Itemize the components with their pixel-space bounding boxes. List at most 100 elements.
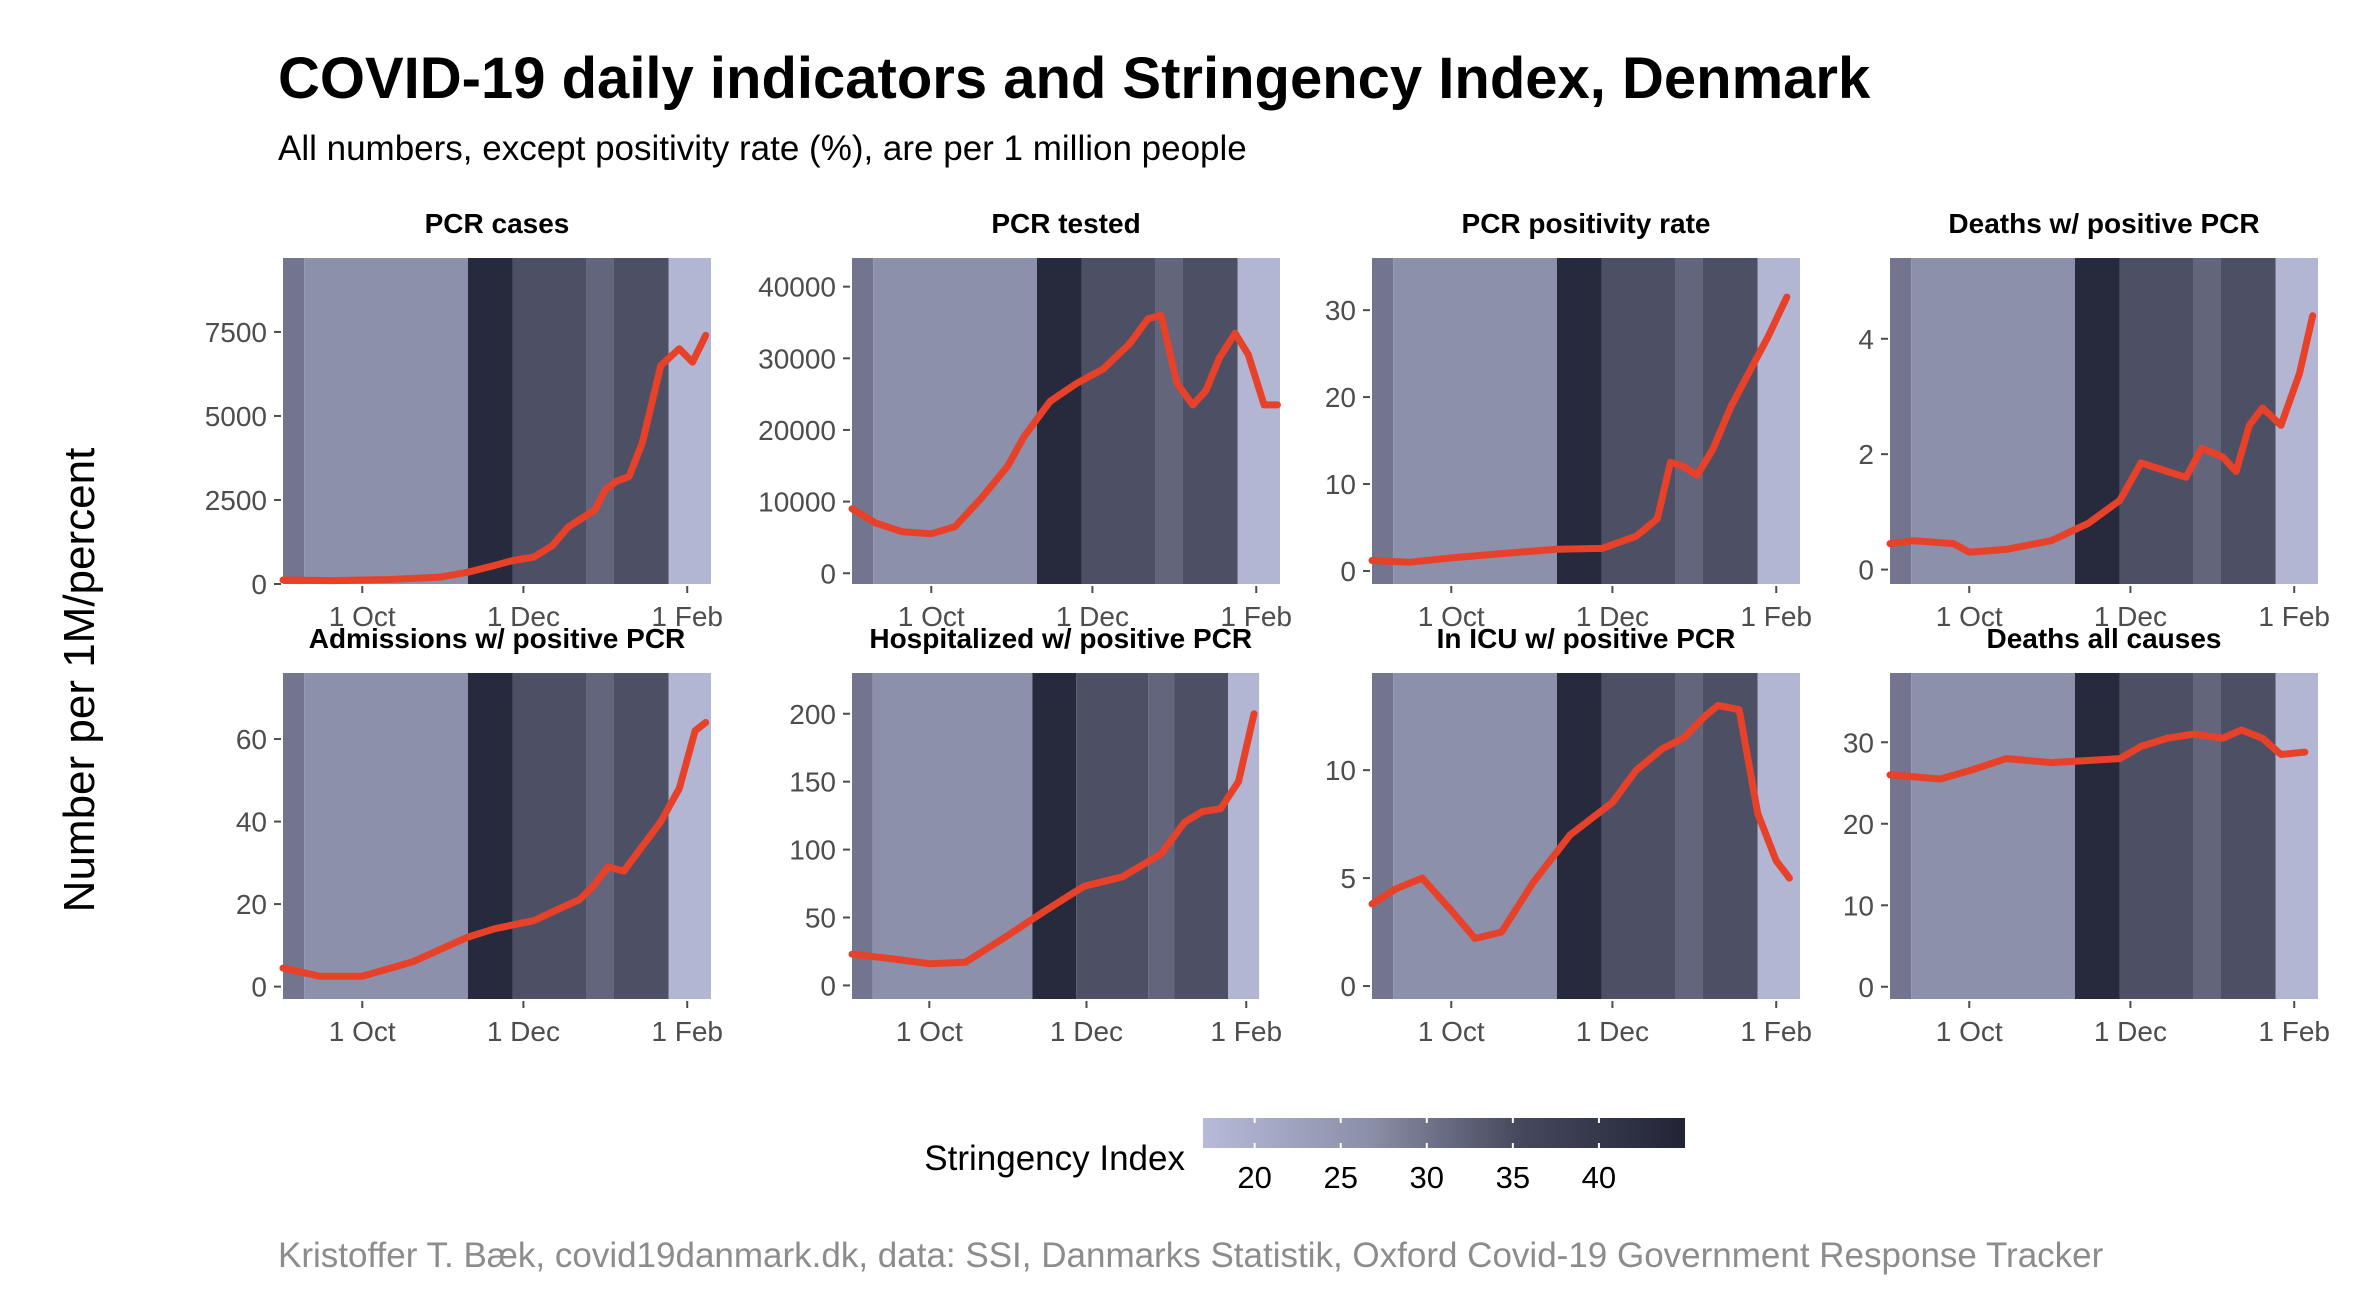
y-tick-label: 0 xyxy=(1340,556,1356,587)
stringency-band xyxy=(2119,673,2194,999)
series-line xyxy=(848,311,1281,538)
legend-title: Stringency Index xyxy=(924,1139,1185,1178)
stringency-band xyxy=(872,673,1033,999)
y-tick-label: 0 xyxy=(820,970,836,1001)
stringency-band xyxy=(1076,673,1149,999)
y-tick-label: 5000 xyxy=(205,401,267,432)
series-line xyxy=(1886,726,2309,783)
y-tick-label: 0 xyxy=(1340,971,1356,1002)
stringency-band xyxy=(1372,673,1394,999)
y-tick-label: 5 xyxy=(1340,863,1356,894)
x-tick-label: 1 Oct xyxy=(329,601,396,632)
x-tick-label: 1 Feb xyxy=(1220,601,1292,632)
legend-tick-label: 25 xyxy=(1323,1160,1357,1195)
y-tick-label: 4 xyxy=(1858,324,1874,355)
y-tick-label: 0 xyxy=(251,569,267,600)
stringency-band xyxy=(512,258,587,584)
legend-tick-label: 30 xyxy=(1410,1160,1444,1195)
stringency-band xyxy=(2220,258,2276,584)
stringency-band xyxy=(1081,258,1156,584)
y-tick-label: 30 xyxy=(1325,295,1356,326)
x-tick-label: 1 Oct xyxy=(1936,601,2003,632)
y-tick-label: 10 xyxy=(1325,469,1356,500)
series-line xyxy=(1368,293,1791,566)
y-tick-label: 10000 xyxy=(758,487,836,518)
stringency-band xyxy=(1890,673,1912,999)
y-tick-label: 30000 xyxy=(758,343,836,374)
stringency-band xyxy=(1911,258,2075,584)
stringency-band xyxy=(586,673,614,999)
stringency-band xyxy=(283,258,305,584)
x-tick-label: 1 Feb xyxy=(2258,1016,2330,1047)
facet-panel: PCR tested 0 10000 20000 30000 40000 1 Oct 1 De… xyxy=(758,208,1292,632)
stringency-band xyxy=(1036,258,1082,584)
stringency-band xyxy=(467,673,513,999)
stringency-band xyxy=(304,258,468,584)
y-tick-label: 10 xyxy=(1325,755,1356,786)
y-tick-label: 2500 xyxy=(205,485,267,516)
facet-title: Deaths w/ positive PCR xyxy=(1948,208,2259,239)
x-tick-label: 1 Dec xyxy=(2094,1016,2167,1047)
legend-tick-label: 20 xyxy=(1237,1160,1271,1195)
facet-title: In ICU w/ positive PCR xyxy=(1437,623,1736,654)
y-tick-label: 0 xyxy=(251,972,267,1003)
series-line xyxy=(279,719,710,980)
stringency-band xyxy=(1393,673,1557,999)
x-tick-label: 1 Feb xyxy=(651,1016,723,1047)
stringency-band xyxy=(1155,258,1183,584)
y-tick-label: 10 xyxy=(1843,890,1874,921)
stringency-band xyxy=(2074,673,2120,999)
stringency-band xyxy=(1032,673,1077,999)
facet-panel: PCR positivity rate 0 10 20 30 1 Oct 1 Dec 1 Fe… xyxy=(1325,208,1812,632)
stringency-band xyxy=(1911,673,2075,999)
legend-colorbar xyxy=(1203,1118,1685,1148)
stringency-band xyxy=(1702,673,1758,999)
x-tick-label: 1 Oct xyxy=(1418,601,1485,632)
series-line xyxy=(1368,701,1793,942)
stringency-band xyxy=(1372,258,1394,584)
y-tick-label: 0 xyxy=(820,558,836,589)
stringency-band xyxy=(613,673,669,999)
x-tick-label: 1 Dec xyxy=(2094,601,2167,632)
series-line xyxy=(848,710,1258,968)
chart-subtitle: All numbers, except positivity rate (%),… xyxy=(278,129,1247,168)
stringency-band xyxy=(304,673,468,999)
stringency-band xyxy=(1148,673,1175,999)
stringency-band xyxy=(852,258,874,584)
stringency-band xyxy=(467,258,513,584)
stringency-band xyxy=(2193,673,2221,999)
y-tick-label: 40000 xyxy=(758,272,836,303)
x-tick-label: 1 Feb xyxy=(1210,1016,1282,1047)
x-tick-label: 1 Oct xyxy=(1418,1016,1485,1047)
x-tick-label: 1 Oct xyxy=(1936,1016,2003,1047)
stringency-band xyxy=(2193,258,2221,584)
stringency-band xyxy=(1182,258,1238,584)
y-tick-label: 0 xyxy=(1858,972,1874,1003)
x-tick-label: 1 Oct xyxy=(896,1016,963,1047)
facet-title: Hospitalized w/ positive PCR xyxy=(869,623,1252,654)
legend-ticks: 20 25 30 35 40 xyxy=(1237,1118,1616,1195)
facet-panel: Deaths w/ positive PCR 0 2 4 1 Oct 1 Dec 1 Feb xyxy=(1858,208,2330,632)
legend-tick-label: 35 xyxy=(1496,1160,1530,1195)
x-tick-label: 1 Dec xyxy=(1576,1016,1649,1047)
y-tick-label: 30 xyxy=(1843,727,1874,758)
x-tick-label: 1 Feb xyxy=(1740,601,1812,632)
stringency-band xyxy=(1237,258,1280,584)
y-tick-label: 2 xyxy=(1858,439,1874,470)
caption: Kristoffer T. Bæk, covid19danmark.dk, da… xyxy=(278,1236,2104,1275)
x-tick-label: 1 Dec xyxy=(487,601,560,632)
y-tick-label: 200 xyxy=(789,699,836,730)
series-line xyxy=(1886,312,2317,556)
y-tick-label: 20 xyxy=(1325,382,1356,413)
stringency-band xyxy=(1393,258,1557,584)
facet-panel: PCR cases 0 2500 5000 7500 1 Oct 1 Dec 1 Feb xyxy=(205,208,723,632)
stringency-band xyxy=(586,258,614,584)
y-tick-label: 7500 xyxy=(205,317,267,348)
stringency-band xyxy=(1601,673,1676,999)
stringency-band xyxy=(1702,258,1758,584)
stringency-band xyxy=(283,673,305,999)
facet-title: Admissions w/ positive PCR xyxy=(309,623,686,654)
facet-title: Deaths all causes xyxy=(1986,623,2221,654)
stringency-band xyxy=(1890,258,1912,584)
